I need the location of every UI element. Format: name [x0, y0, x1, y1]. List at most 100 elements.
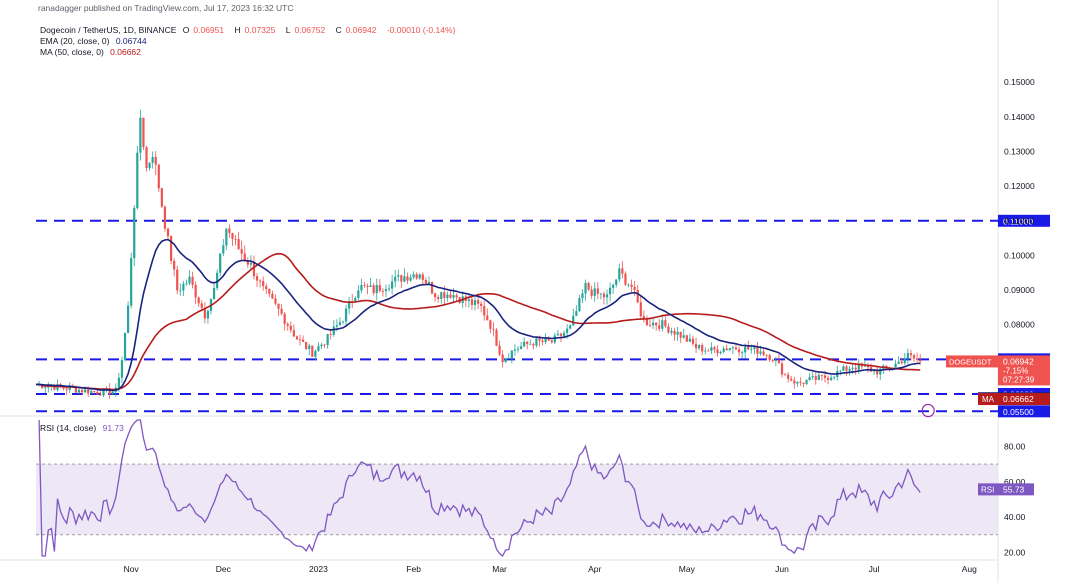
candle-body [96, 391, 99, 395]
candle-body [559, 333, 563, 336]
candle-body [544, 338, 547, 343]
symbol-badge: DOGEUSDT [949, 357, 992, 366]
price-tick: 0.12000 [1004, 181, 1035, 191]
candle-body [467, 299, 470, 301]
time-tick: Dec [216, 564, 232, 574]
candle-body [283, 313, 286, 324]
candle-body [578, 298, 581, 312]
price-tick: 0.09000 [1004, 285, 1035, 295]
candle-body [808, 377, 811, 381]
candle-body [876, 369, 879, 375]
candle-body [704, 350, 707, 352]
rsi-tick: 80.00 [1004, 441, 1026, 451]
candle-body [673, 330, 676, 335]
price-tick: 0.08000 [1004, 320, 1035, 330]
candle-body [608, 287, 612, 295]
candle-body [651, 322, 655, 326]
candle-body [378, 285, 381, 291]
price-axis: 0.15000 0.14000 0.13000 0.12000 0.11000 0.100… [1004, 77, 1035, 364]
candle-body [77, 389, 81, 393]
ema-legend-label: EMA (20, close, 0) [40, 36, 110, 46]
candle-body [191, 276, 194, 285]
level-label-bg-0 [998, 214, 1050, 227]
candle-body [139, 117, 142, 153]
candle-body [569, 325, 572, 329]
candle-body [366, 285, 369, 287]
symbol-line: Dogecoin / TetherUS, 1D, BINANCE O 0.0695… [40, 25, 459, 36]
candle-body [661, 320, 664, 329]
candle-body [305, 341, 308, 349]
candle-body [495, 329, 498, 346]
candle-body [130, 258, 133, 306]
rsi-band [36, 464, 998, 535]
candle-body [664, 320, 667, 327]
candle-body [602, 293, 606, 298]
candle-body [133, 208, 136, 259]
candle-body [344, 308, 348, 322]
candle-body [725, 348, 728, 351]
ma-value-bg [998, 393, 1050, 406]
candle-body [670, 330, 673, 333]
price-badge-bg [998, 355, 1050, 386]
candle-body [185, 283, 188, 285]
candle-body [90, 391, 93, 394]
candle-body [298, 339, 302, 341]
candle-body [483, 305, 486, 316]
candle-body [636, 290, 639, 303]
candle-body [123, 332, 127, 361]
symbol-badge-bg [946, 355, 998, 368]
candle-body [480, 303, 483, 306]
candle-body [731, 347, 734, 349]
candle-body [547, 338, 550, 341]
candle-body [194, 284, 197, 298]
moving-average-lines [35, 238, 921, 392]
candle-body [863, 365, 866, 367]
candle-body [857, 363, 860, 370]
ma-legend[interactable]: MA (50, close, 0) 0.06662 [40, 47, 145, 58]
candle-body [581, 293, 584, 299]
rsi-pane: 80.00 60.00 40.00 20.00 RSI 55.73 [36, 419, 1034, 557]
candle-body [741, 352, 744, 354]
candle-body [80, 389, 84, 393]
candle-body [624, 273, 627, 285]
candle-body [182, 283, 185, 291]
candle-body [163, 206, 167, 229]
candle-body [685, 335, 688, 342]
candle-body [845, 366, 848, 371]
candle-body [507, 358, 510, 360]
candle-body [397, 275, 400, 277]
rsi-legend[interactable]: RSI (14, close) 91.73 [40, 423, 128, 434]
candle-body [575, 311, 578, 316]
time-tick: Feb [406, 564, 421, 574]
candle-body [387, 288, 391, 290]
ema20-line [35, 238, 921, 392]
candle-body [590, 289, 593, 296]
candle-body [498, 345, 501, 355]
candle-body [682, 335, 685, 338]
ema-legend[interactable]: EMA (20, close, 0) 0.06744 [40, 36, 151, 47]
candle-body [317, 346, 320, 351]
price-tick: 0.10000 [1004, 250, 1035, 260]
candle-body [87, 389, 90, 394]
candle-body [145, 147, 148, 169]
time-tick: Jul [869, 564, 880, 574]
candle-body [314, 350, 317, 357]
candle-body [151, 156, 154, 163]
candle-body [265, 286, 268, 290]
candle-body [99, 394, 102, 396]
candle-body [873, 369, 876, 372]
candle-body [756, 346, 759, 354]
candle-body [897, 361, 900, 364]
candle-body [630, 284, 633, 287]
candle-body [532, 343, 535, 346]
alert-icon [921, 403, 935, 418]
candle-body [341, 321, 345, 323]
candle-body [805, 380, 808, 384]
candle-body [615, 279, 618, 285]
candle-body [486, 315, 489, 321]
candle-body [295, 336, 299, 340]
candle-body [734, 347, 738, 350]
candle-body [820, 374, 824, 376]
time-tick: Jun [775, 564, 789, 574]
